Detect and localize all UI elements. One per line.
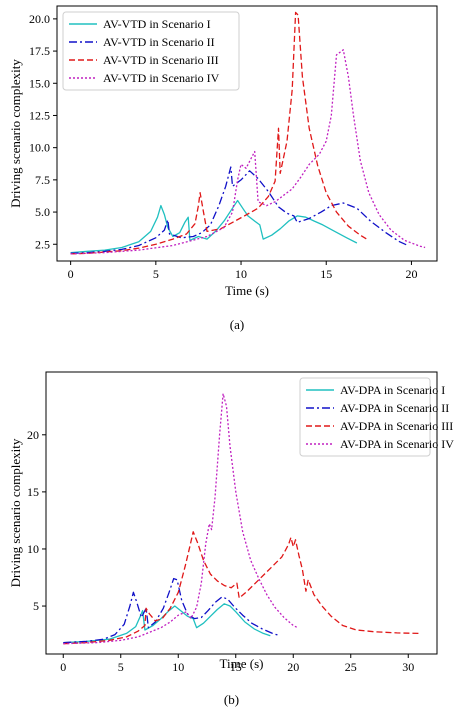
x-axis-label: Time (s) <box>220 656 264 671</box>
x-tick-label: 30 <box>402 660 414 674</box>
y-tick-label: 10.0 <box>29 141 50 155</box>
x-tick-label: 15 <box>320 267 332 281</box>
legend-box <box>299 377 431 457</box>
chart-a: 0 5 10 15 20 2.5 5.0 7.5 10.0 12.5 15.0 17.5 20.0 Tim… <box>8 5 438 332</box>
y-tick-label: 20 <box>27 428 39 442</box>
y-tick-label: 5.0 <box>35 205 50 219</box>
x-axis-label: Time (s) <box>225 283 269 298</box>
legend: AV-DPA in Scenario I AV-DPA in Scenario I… <box>299 377 454 457</box>
x-tick-label: 5 <box>153 267 159 281</box>
y-axis-label: Driving scenario complexity <box>8 438 23 587</box>
y-tick-label: 15.0 <box>29 76 50 90</box>
y-axis-label: Driving scenario complexity <box>8 59 23 208</box>
series-line-1 <box>63 603 271 644</box>
plot-frame <box>56 5 438 262</box>
x-tick-label: 10 <box>172 660 184 674</box>
legend-label: AV-VTD in Scenario III <box>103 53 219 67</box>
legend-label: AV-DPA in Scenario III <box>340 419 453 433</box>
y-tick-label: 20.0 <box>29 12 50 26</box>
x-tick-label: 20 <box>287 660 299 674</box>
series-line-2 <box>63 577 279 644</box>
x-tick-label: 15 <box>230 660 242 674</box>
legend-label: AV-DPA in Scenario II <box>340 401 449 415</box>
legend-label: AV-DPA in Scenario IV <box>340 437 454 451</box>
chart-b: 0 5 10 15 20 25 30 5 10 15 20 Time (s) Driving scena… <box>8 371 454 707</box>
y-tick-label: 17.5 <box>29 44 50 58</box>
x-tick-label: 5 <box>118 660 124 674</box>
series-line-3 <box>63 531 420 645</box>
figure-caption: (a) <box>230 317 244 332</box>
y-tick-label: 15 <box>27 485 39 499</box>
y-tick-label: 7.5 <box>35 173 50 187</box>
legend-box <box>62 11 240 91</box>
series-line-4 <box>63 393 299 645</box>
figure-caption: (b) <box>224 692 239 707</box>
x-tick-label: 0 <box>60 660 66 674</box>
series-line-1 <box>70 199 358 254</box>
y-tick-label: 2.5 <box>35 237 50 251</box>
legend-label: AV-VTD in Scenario IV <box>103 71 220 85</box>
legend-label: AV-DPA in Scenario I <box>340 383 445 397</box>
y-tick-label: 5 <box>33 599 39 613</box>
x-tick-label: 20 <box>405 267 417 281</box>
plot-frame <box>45 371 438 655</box>
series-line-3 <box>70 11 370 255</box>
x-tick-label: 25 <box>345 660 357 674</box>
x-tick-label: 0 <box>68 267 74 281</box>
y-tick-label: 12.5 <box>29 108 50 122</box>
x-tick-label: 10 <box>235 267 247 281</box>
legend-label: AV-VTD in Scenario I <box>103 17 211 31</box>
legend-label: AV-VTD in Scenario II <box>103 35 215 49</box>
y-tick-label: 10 <box>27 542 39 556</box>
legend: AV-VTD in Scenario I AV-VTD in Scenario I… <box>62 11 240 91</box>
series-line-2 <box>70 166 409 254</box>
